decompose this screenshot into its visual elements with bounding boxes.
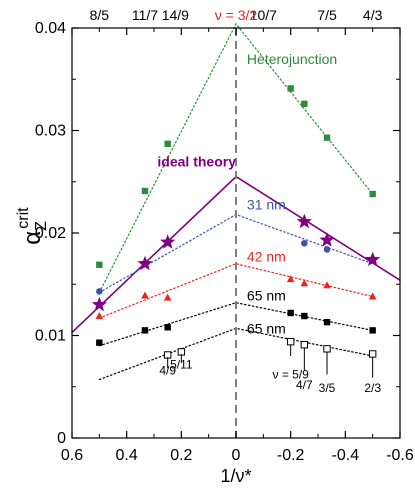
- data-point-4-2: [164, 324, 171, 331]
- data-point-4-6: [369, 327, 376, 334]
- data-point-5-5: [368, 350, 377, 358]
- x-tick-label-2: 0.2: [170, 447, 192, 464]
- series-label-4: 65 nm: [247, 288, 286, 304]
- data-point-3-1: [141, 291, 149, 299]
- data-point-0-2: [164, 140, 171, 148]
- svg-text:αZ: αZ: [19, 221, 50, 245]
- x-tick-label-3: 0: [232, 447, 241, 464]
- top-label-5: 4/3: [363, 7, 383, 23]
- top-center-label: ν = 3/2: [215, 7, 258, 23]
- data-point-1-2: [160, 234, 176, 249]
- series-label-3: 42 nm: [247, 249, 286, 265]
- data-point-5-3: [300, 341, 309, 349]
- top-axis-labels: 8/5 11/7 14/9 10/7 7/5 4/3: [90, 7, 383, 23]
- x-tick-label-0: 0.6: [61, 447, 83, 464]
- data-point-3-0: [95, 312, 104, 320]
- series-label-5: 65 nm: [247, 320, 286, 336]
- y-axis-label-sub: Z: [33, 221, 50, 231]
- data-point-2-0: [96, 288, 103, 295]
- axis-ticks: 0.6 0.4 0.2 0 -0.2 -0.4 -0.6 0 0.01 0.02 0.03 0.04: [35, 20, 414, 464]
- data-points: [91, 85, 381, 359]
- data-point-2-2: [323, 246, 331, 253]
- data-point-3-5: [323, 281, 331, 289]
- data-point-3-4: [300, 279, 309, 287]
- data-point-0-3: [287, 85, 294, 92]
- data-point-0-0: [96, 261, 103, 268]
- data-point-2-1: [301, 239, 308, 247]
- series-label-1: ideal theory: [157, 153, 236, 169]
- series-labels: Heterojunction ideal theory 31 nm 42 nm 65 n…: [157, 51, 337, 337]
- data-point-5-4: [323, 345, 331, 353]
- series-label-2: 31 nm: [247, 196, 286, 212]
- data-point-4-0: [96, 339, 103, 346]
- top-label-3: 10/7: [250, 7, 277, 23]
- top-label-4: 7/5: [317, 7, 337, 23]
- data-point-0-4: [301, 100, 308, 108]
- data-point-3-6: [368, 292, 377, 300]
- fraction-label-5: 2/3: [364, 381, 381, 395]
- data-point-4-4: [301, 312, 308, 320]
- x-axis-label: 1/ν*: [220, 466, 251, 486]
- fraction-label-1: 5/11: [170, 357, 193, 371]
- data-point-1-1: [137, 255, 153, 271]
- data-point-0-1: [141, 187, 149, 195]
- x-tick-label-1: 0.4: [116, 447, 138, 464]
- y-tick-label-3: 0.03: [35, 123, 66, 140]
- top-label-0: 8/5: [90, 7, 110, 23]
- data-point-3-3: [286, 275, 295, 283]
- top-label-2: 14/9: [162, 7, 189, 23]
- data-point-5-2: [286, 337, 295, 346]
- fraction-annotations: 4/95/11 ν = 5/94/7 3/5 2/3: [159, 344, 381, 395]
- data-point-4-5: [323, 318, 331, 326]
- data-point-1-5: [365, 251, 381, 267]
- data-point-4-1: [141, 327, 149, 334]
- x-tick-label-5: -0.4: [332, 447, 360, 464]
- data-point-3-2: [163, 293, 172, 301]
- y-tick-label-2: 0.02: [35, 225, 66, 242]
- fraction-label-3: 4/7: [296, 378, 313, 392]
- x-tick-label-6: -0.6: [386, 447, 414, 464]
- top-label-1: 11/7: [132, 7, 158, 23]
- y-axis-label-sup: crit: [15, 207, 32, 229]
- fraction-label-2: ν = 5/9: [272, 368, 309, 382]
- y-tick-label-0: 0: [57, 430, 66, 447]
- data-point-4-3: [287, 309, 294, 317]
- data-point-1-3: [296, 213, 312, 229]
- series-label-0: Heterojunction: [247, 51, 337, 67]
- data-point-0-6: [369, 190, 376, 198]
- fraction-label-4: 3/5: [319, 381, 336, 395]
- x-tick-label-4: -0.2: [277, 447, 305, 464]
- data-point-1-4: [319, 232, 335, 247]
- fraction-label-0: 4/9: [159, 363, 176, 377]
- fit-line-0: [98, 22, 374, 294]
- y-axis-label: αZ crit: [15, 207, 50, 245]
- y-tick-label-4: 0.04: [35, 20, 66, 37]
- data-point-1-0: [91, 296, 107, 312]
- y-tick-label-1: 0.01: [35, 328, 66, 345]
- y-axis-label-main: α: [19, 231, 46, 245]
- data-point-0-5: [323, 134, 331, 141]
